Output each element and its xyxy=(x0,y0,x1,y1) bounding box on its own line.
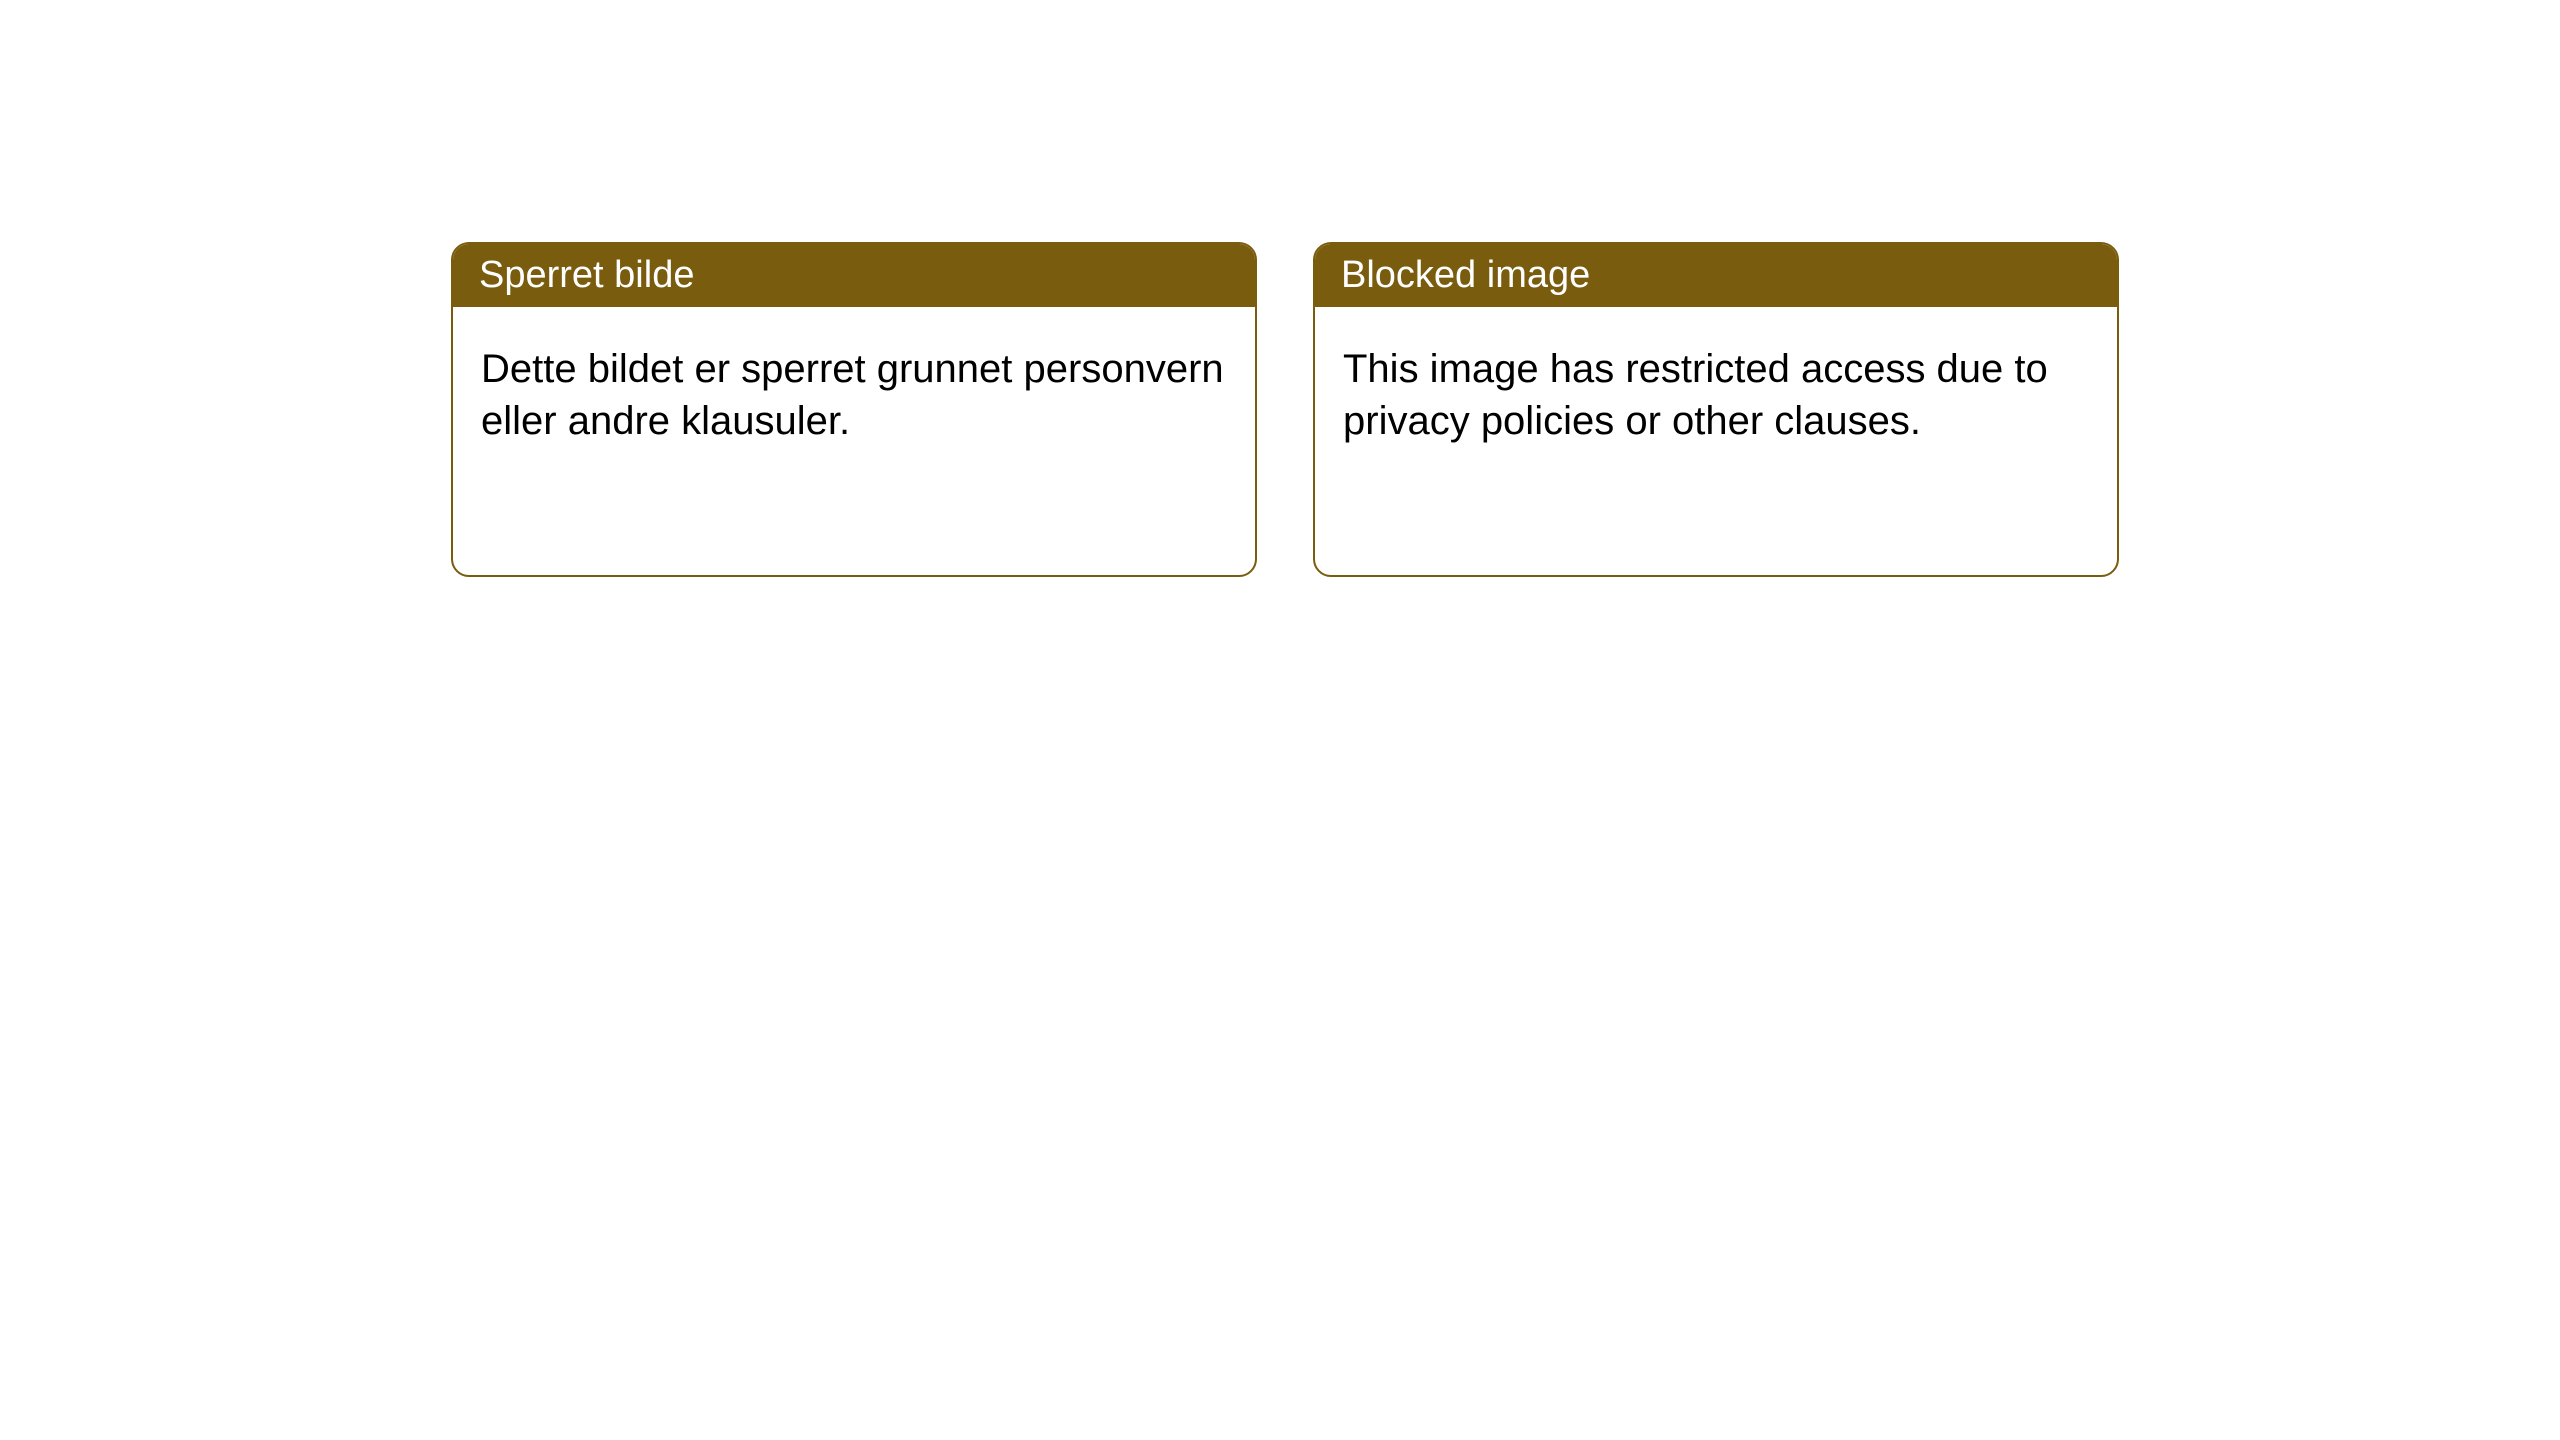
notice-body-text: This image has restricted access due to … xyxy=(1343,347,2048,443)
notice-body-text: Dette bildet er sperret grunnet personve… xyxy=(481,347,1224,443)
notice-title: Blocked image xyxy=(1341,254,1590,296)
notice-title: Sperret bilde xyxy=(479,254,694,296)
notice-card-english: Blocked image This image has restricted … xyxy=(1313,242,2119,577)
notice-card-header: Sperret bilde xyxy=(453,244,1255,307)
notice-card-header: Blocked image xyxy=(1315,244,2117,307)
notice-card-body: Dette bildet er sperret grunnet personve… xyxy=(453,307,1255,483)
notice-container: Sperret bilde Dette bildet er sperret gr… xyxy=(0,0,2560,577)
notice-card-body: This image has restricted access due to … xyxy=(1315,307,2117,483)
notice-card-norwegian: Sperret bilde Dette bildet er sperret gr… xyxy=(451,242,1257,577)
